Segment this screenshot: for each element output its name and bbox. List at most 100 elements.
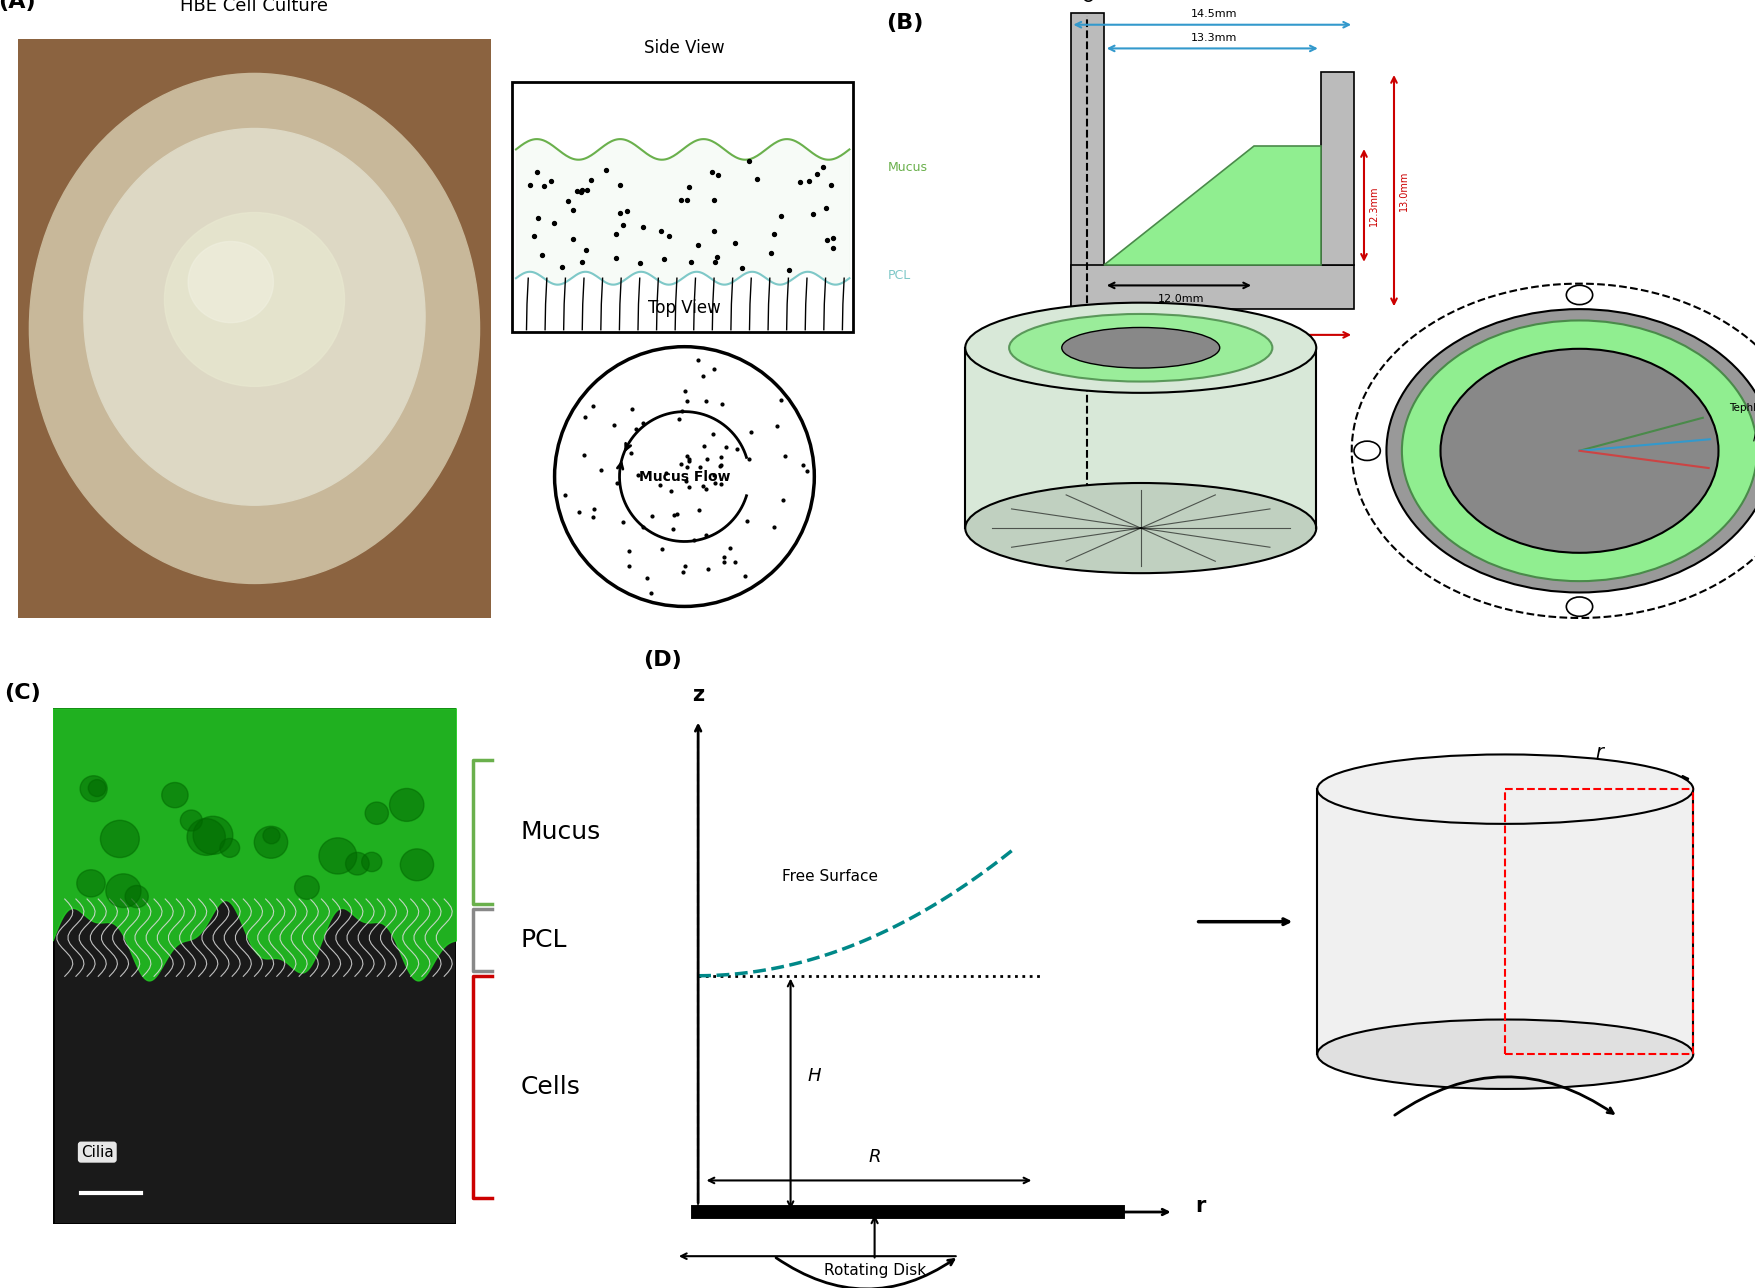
Ellipse shape <box>346 853 369 875</box>
Text: PCL: PCL <box>521 929 567 952</box>
Point <box>735 151 763 171</box>
Ellipse shape <box>30 73 479 583</box>
Ellipse shape <box>1009 314 1272 381</box>
Text: (B): (B) <box>886 13 923 33</box>
Text: Mucus: Mucus <box>521 820 600 844</box>
Text: 12.3mm: 12.3mm <box>1369 185 1379 225</box>
Ellipse shape <box>254 826 288 858</box>
Point <box>648 220 676 241</box>
Text: Free Surface: Free Surface <box>783 869 878 884</box>
Text: r: r <box>1595 743 1604 762</box>
Point <box>813 231 841 251</box>
Point <box>567 179 595 200</box>
Point <box>813 198 841 219</box>
Point <box>591 160 620 180</box>
Circle shape <box>1355 440 1379 460</box>
Point <box>721 233 749 254</box>
Ellipse shape <box>1318 755 1694 824</box>
Bar <box>965 348 1316 528</box>
Ellipse shape <box>81 775 107 801</box>
Point <box>809 157 837 178</box>
Text: (C): (C) <box>4 683 40 703</box>
Point <box>667 189 695 210</box>
Text: 12.0mm: 12.0mm <box>1157 295 1204 304</box>
Text: r: r <box>1195 1197 1206 1216</box>
Polygon shape <box>1104 146 1320 265</box>
Ellipse shape <box>1318 1020 1694 1088</box>
Point <box>799 204 827 224</box>
Circle shape <box>1402 321 1755 581</box>
Ellipse shape <box>188 819 225 855</box>
Point <box>572 240 600 260</box>
Ellipse shape <box>188 242 274 323</box>
Point <box>795 171 823 192</box>
Point <box>605 175 634 196</box>
Ellipse shape <box>1062 327 1220 368</box>
Bar <box>1071 265 1355 309</box>
Point <box>569 251 597 272</box>
Point <box>523 207 551 228</box>
Point <box>704 247 732 268</box>
Ellipse shape <box>390 788 425 822</box>
Point <box>700 220 728 241</box>
Bar <box>1071 13 1104 309</box>
Circle shape <box>1565 598 1592 617</box>
Circle shape <box>555 346 814 607</box>
Point <box>558 200 586 220</box>
Point <box>563 182 591 202</box>
Text: Mucus: Mucus <box>888 161 928 174</box>
Text: 15.7mm: 15.7mm <box>1190 348 1237 358</box>
Point <box>530 176 558 197</box>
Point <box>628 218 656 238</box>
Ellipse shape <box>88 779 105 796</box>
Point <box>519 225 548 246</box>
Ellipse shape <box>400 849 433 881</box>
Ellipse shape <box>105 873 140 908</box>
Point <box>767 206 795 227</box>
Text: 13.0mm: 13.0mm <box>1399 170 1409 211</box>
Point <box>684 234 713 255</box>
Point <box>818 228 846 249</box>
Text: 13.3mm: 13.3mm <box>1190 32 1237 43</box>
Text: Top View: Top View <box>648 299 721 317</box>
Point <box>609 215 637 236</box>
Point <box>577 170 605 191</box>
Ellipse shape <box>181 810 202 831</box>
Point <box>572 179 600 200</box>
Point <box>553 191 581 211</box>
Ellipse shape <box>165 213 344 386</box>
Point <box>804 164 832 184</box>
Text: Tephlon ring: Tephlon ring <box>1729 403 1755 440</box>
Point <box>558 229 586 250</box>
Text: Side View: Side View <box>644 39 725 57</box>
Text: Cells: Cells <box>521 1075 581 1099</box>
Point <box>627 254 655 274</box>
Ellipse shape <box>219 838 240 858</box>
Point <box>760 224 788 245</box>
Point <box>516 175 544 196</box>
Point <box>655 225 683 246</box>
Point <box>602 247 630 268</box>
Ellipse shape <box>161 783 188 808</box>
Point <box>676 176 704 197</box>
Ellipse shape <box>100 820 139 858</box>
Circle shape <box>1565 286 1592 305</box>
Text: 14.5mm: 14.5mm <box>1190 9 1237 19</box>
Text: PCL: PCL <box>888 269 911 282</box>
Point <box>528 245 556 265</box>
Point <box>728 258 756 278</box>
Text: R: R <box>869 1148 881 1166</box>
Ellipse shape <box>263 827 281 844</box>
Circle shape <box>1386 309 1755 592</box>
Ellipse shape <box>362 853 383 872</box>
Point <box>605 202 634 223</box>
Ellipse shape <box>125 885 149 908</box>
Point <box>786 171 814 192</box>
Point <box>742 169 770 189</box>
Point <box>649 249 677 269</box>
Point <box>548 256 576 277</box>
Point <box>756 242 784 263</box>
Point <box>820 238 848 259</box>
Point <box>698 162 727 183</box>
Point <box>700 252 728 273</box>
